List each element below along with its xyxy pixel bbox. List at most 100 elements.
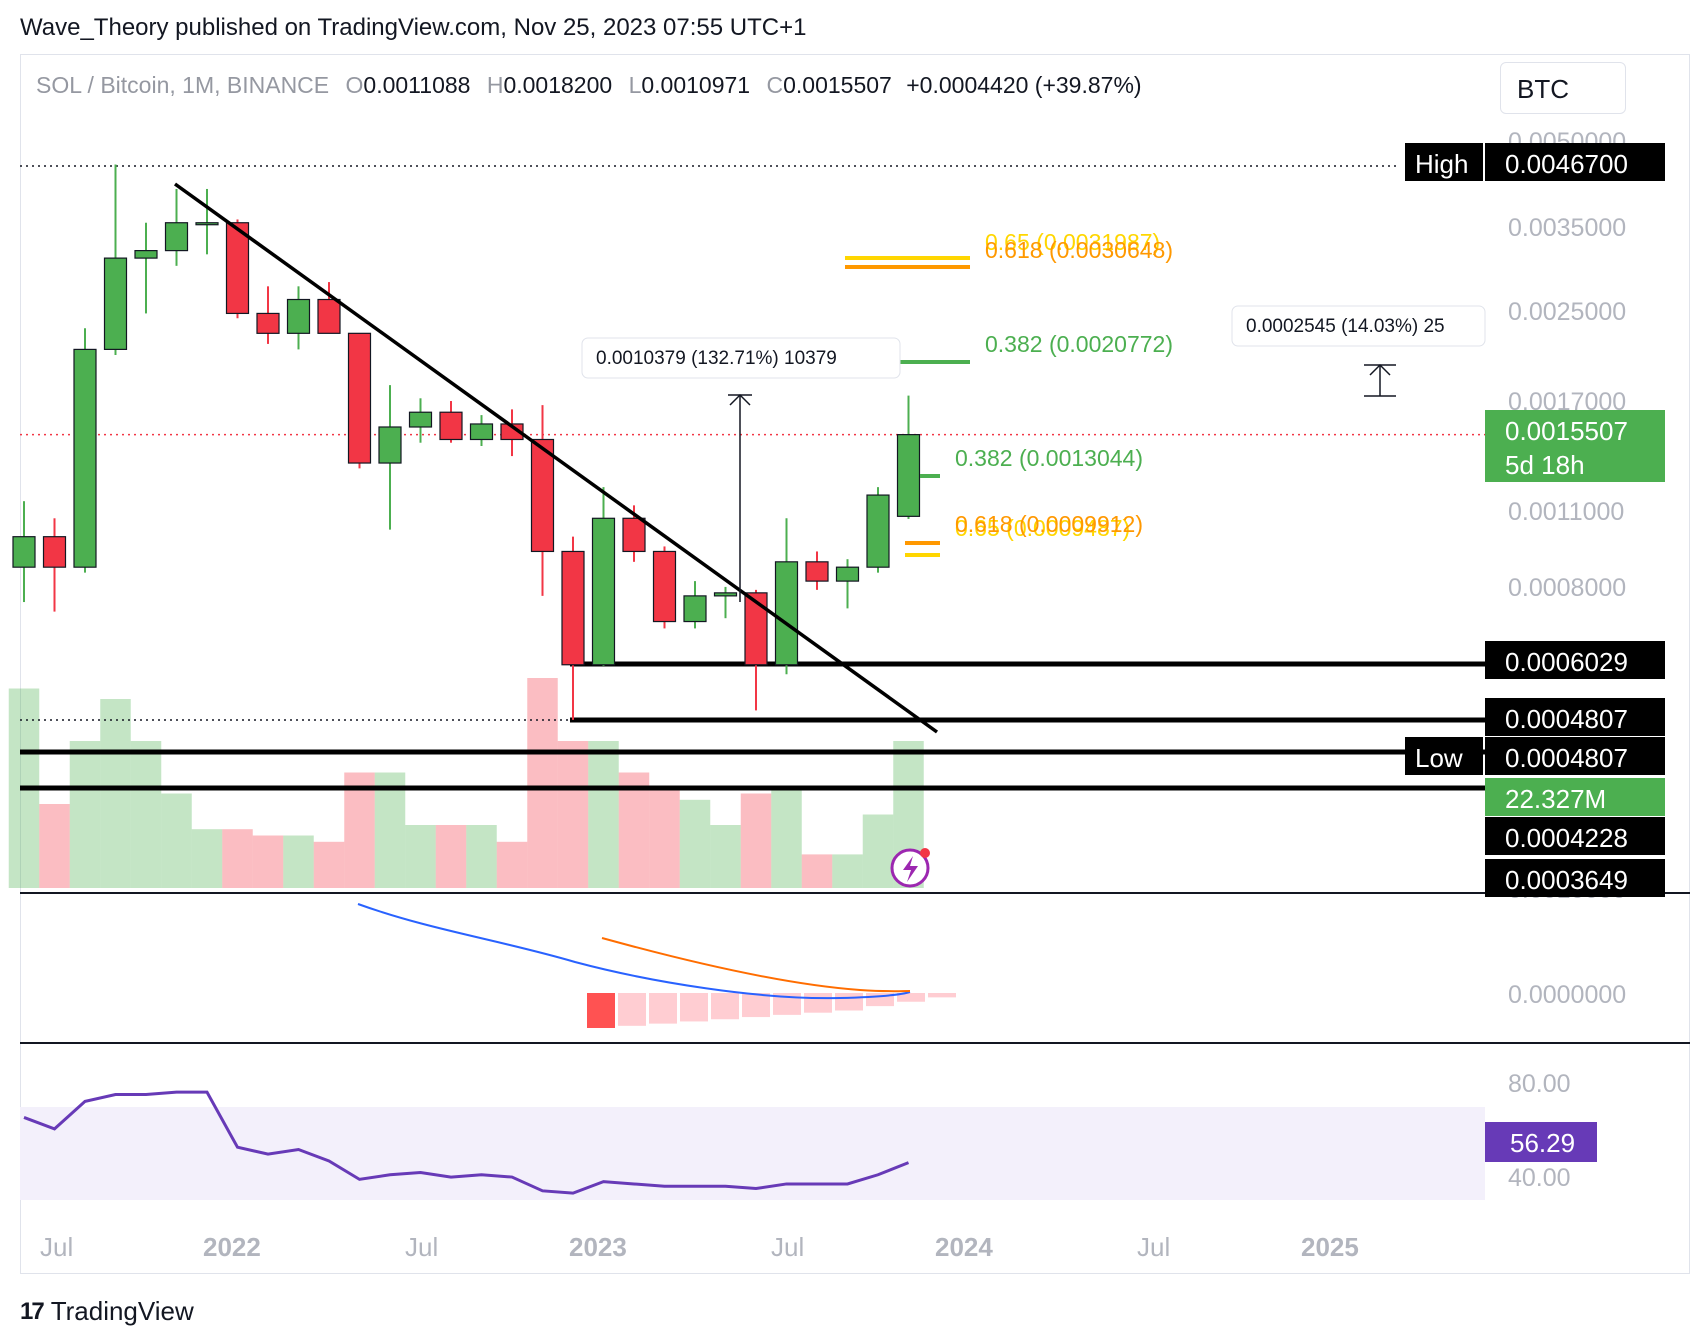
tradingview-mark-icon: 17 [20, 1297, 45, 1325]
volume-bar [283, 835, 314, 888]
measure-text-left: 0.0010379 (132.71%) 10379 [596, 348, 837, 369]
close-label: C [766, 72, 784, 98]
time-axis-label: 2024 [935, 1232, 993, 1262]
price-tag-value: 0.0006029 [1505, 647, 1628, 677]
candle-body [866, 494, 890, 568]
tradingview-brand: TradingView [50, 1296, 194, 1326]
volume-bar [405, 825, 436, 888]
macd-axis-label: 0.0000000 [1508, 981, 1626, 1009]
high-label: H [486, 72, 504, 98]
candle-body [286, 298, 311, 334]
price-axis-label: 0.0011000 [1508, 498, 1624, 526]
volume-bar [649, 787, 680, 888]
lightning-bolt-icon [903, 856, 918, 882]
macd-histogram-bar [587, 993, 615, 1028]
candle-body [256, 312, 280, 334]
low-label: L [628, 72, 642, 98]
chart-frame [20, 54, 1690, 1274]
rsi-axis-label: 80.00 [1508, 1070, 1571, 1098]
change-value: +0.0004420 (+39.87%) [906, 72, 1142, 98]
fib-label-065-lower: 0.65 (0.0009487) [955, 515, 1130, 541]
volume-bar [832, 854, 863, 888]
volume-bar [618, 772, 650, 888]
volume-bar [496, 841, 528, 888]
price-tag-box [1485, 143, 1665, 181]
macd-histogram-bar [928, 993, 956, 998]
volume-bar [588, 741, 619, 888]
candle-body [195, 222, 219, 226]
volume-bar [679, 799, 711, 888]
rsi-value-tag [1485, 1122, 1597, 1162]
candle-body [805, 561, 829, 582]
tradingview-logo[interactable]: 17 TradingView [20, 1296, 194, 1327]
time-axis-label: 2025 [1301, 1232, 1359, 1262]
price-tag-value: 0.0004807 [1505, 704, 1628, 734]
volume-bar [69, 741, 101, 888]
candle-body [378, 426, 402, 464]
price-tag-value: 0.0003649 [1505, 865, 1628, 895]
candle-body [896, 434, 921, 517]
price-tag-countdown: 5d 18h [1505, 450, 1585, 480]
macd-histogram-bar [618, 993, 646, 1026]
candle-body [774, 561, 799, 666]
price-tag-box [1485, 410, 1665, 482]
volume-bar [130, 741, 162, 888]
volume-bar [740, 793, 772, 888]
candle-body [164, 222, 189, 252]
candle-body [652, 550, 677, 623]
volume-bar [100, 699, 131, 888]
candle-body [408, 411, 433, 428]
price-tag-value: 0.0004228 [1505, 823, 1628, 853]
volume-bar [527, 678, 558, 888]
measure-text-right: 0.0002545 (14.03%) 25 [1246, 316, 1445, 337]
rsi-line [23, 1090, 910, 1195]
candle-body [530, 438, 555, 553]
volume-bar [161, 793, 192, 888]
measure-box-right [1231, 305, 1486, 347]
candle-body [835, 566, 860, 582]
candle-body [500, 423, 524, 441]
price-tag-value: 0.0004807 [1505, 743, 1628, 773]
volume-bar [344, 772, 375, 888]
candle-body [73, 348, 97, 568]
fib-label-065-upper: 0.65 (0.0031987) [985, 229, 1160, 255]
currency-button[interactable]: BTC [1500, 62, 1626, 114]
open-label: O [345, 72, 364, 98]
macd-histogram-bar [742, 993, 770, 1018]
symbol-name[interactable]: SOL / Bitcoin, 1M, BINANCE [36, 72, 330, 98]
macd-histogram-bar [680, 993, 708, 1022]
price-tag-value: 0.0046700 [1505, 149, 1628, 179]
volume-bar [710, 825, 741, 888]
volume-bar [771, 787, 802, 888]
price-tag-label-box [1405, 737, 1483, 775]
fib-label-0618-upper: 0.618 (0.0030648) [985, 237, 1173, 263]
descending-trendline [173, 182, 939, 734]
rsi-band [20, 1107, 1485, 1200]
price-tag-box [1485, 859, 1665, 897]
ohlc-legend: SOL / Bitcoin, 1M, BINANCE O0.0011088 H0… [36, 72, 1142, 99]
rsi-axis-label: 40.00 [1508, 1164, 1571, 1192]
price-tag-box [1485, 817, 1665, 855]
candle-body [683, 595, 707, 623]
volume-bar [557, 741, 589, 888]
price-axis-label: 0.0025000 [1508, 298, 1626, 326]
published-line: Wave_Theory published on TradingView.com… [20, 14, 807, 41]
time-axis-label: Jul [405, 1232, 438, 1262]
rsi-value: 56.29 [1510, 1128, 1575, 1158]
candle-body [439, 411, 463, 441]
price-tag-box [1485, 698, 1665, 736]
fib-label-0382-lower: 0.382 (0.0013044) [955, 445, 1143, 471]
time-axis-label: Jul [40, 1232, 73, 1262]
close-value: 0.0015507 [783, 72, 892, 98]
fib-label-0618-lower: 0.618 (0.0009912) [955, 511, 1143, 537]
time-axis-label: 2023 [569, 1232, 627, 1262]
volume-bar [435, 825, 467, 888]
price-axis-label: 0.0035000 [1508, 214, 1626, 242]
price-tag-box [1485, 737, 1665, 775]
volume-bar [374, 772, 406, 888]
volume-bar [801, 854, 833, 888]
candle-body [591, 517, 616, 666]
macd-histogram-bar [897, 993, 925, 1002]
price-tag-label: Low [1415, 743, 1463, 773]
